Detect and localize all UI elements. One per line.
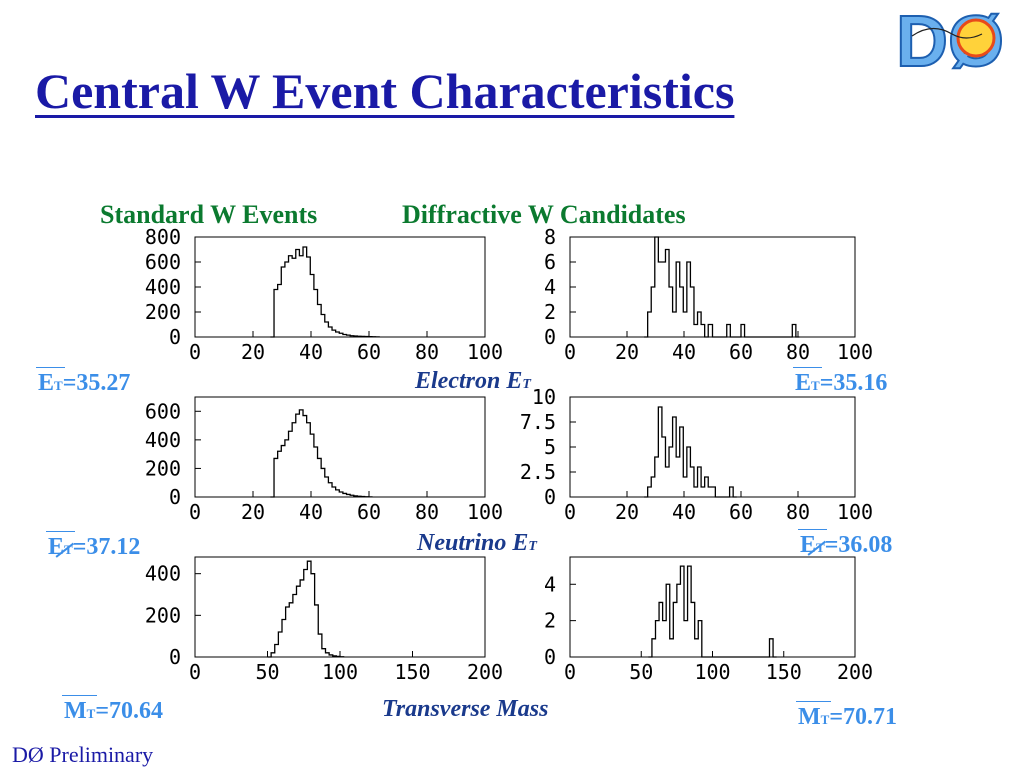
- diffractive-transverse-mass-histogram-line: [648, 565, 777, 658]
- standard-neutrino-et-ytick-label: 200: [145, 456, 181, 480]
- diffractive-neutrino-et-ytick-label: 0: [544, 485, 556, 509]
- standard-electron-et-ytick-label: 200: [145, 300, 181, 324]
- standard-neutrino-et-ytick-label: 400: [145, 428, 181, 452]
- standard-transverse-mass-xtick-label: 50: [255, 660, 279, 684]
- diffractive-electron-et-ytick-label: 0: [544, 325, 556, 349]
- diffractive-electron-et-ytick-label: 8: [544, 225, 556, 249]
- diffractive-transverse-mass-ytick-label: 4: [544, 572, 556, 596]
- row-label-transverse-mass: Transverse Mass: [382, 696, 549, 722]
- preliminary-footer: DØ Preliminary: [12, 742, 154, 767]
- standard-electron-et-xtick-label: 0: [189, 340, 201, 364]
- standard-transverse-mass-xtick-label: 150: [394, 660, 430, 684]
- diffractive-transverse-mass-xtick-label: 150: [766, 660, 802, 684]
- diffractive-electron-et-xtick-label: 40: [672, 340, 696, 364]
- standard-electron-et-ytick-label: 800: [145, 225, 181, 249]
- standard-electron-et-frame: [194, 236, 486, 338]
- standard-transverse-mass-xtick-label: 200: [467, 660, 503, 684]
- diffractive-transverse-mass-frame: [569, 556, 856, 658]
- diffractive-transverse-mass-xtick-label: 50: [629, 660, 653, 684]
- standard-electron-et-ytick-label: 400: [145, 275, 181, 299]
- diffractive-electron-et-xtick-label: 20: [615, 340, 639, 364]
- diffractive-electron-et-xtick-label: 80: [786, 340, 810, 364]
- diffractive-electron-et-xtick-label: 100: [837, 340, 873, 364]
- diffractive-neutrino-et-xtick-label: 80: [786, 500, 810, 524]
- diffractive-neutrino-et-ytick-label: 7.5: [520, 410, 556, 434]
- column-head-diffractive: Diffractive W Candidates: [402, 200, 686, 229]
- diffractive-neutrino-et-ytick-label: 2.5: [520, 460, 556, 484]
- row-label-neutrino-et: Neutrino ET: [417, 530, 537, 556]
- diffractive-neutrino-et-xtick-label: 60: [729, 500, 753, 524]
- standard-neutrino-et-xtick-label: 0: [189, 500, 201, 524]
- diffractive-neutrino-et-xtick-label: 100: [837, 500, 873, 524]
- standard-electron-et-xtick-label: 60: [357, 340, 381, 364]
- diffractive-electron-et-ytick-label: 2: [544, 300, 556, 324]
- standard-neutrino-et-xtick-label: 20: [241, 500, 265, 524]
- standard-transverse-mass-frame: [194, 556, 486, 658]
- column-head-standard: Standard W Events: [100, 200, 318, 229]
- standard-neutrino-et-histogram-line: [270, 409, 373, 498]
- standard-electron-et-xtick-label: 100: [467, 340, 503, 364]
- standard-neutrino-et-ytick-label: 600: [145, 399, 181, 423]
- diffractive-transverse-mass-xtick-label: 100: [694, 660, 730, 684]
- row-label-electron-et: Electron ET: [415, 368, 531, 394]
- standard-transverse-mass-xtick-label: 0: [189, 660, 201, 684]
- standard-transverse-mass-ytick-label: 200: [145, 603, 181, 627]
- diffractive-neutrino-et-frame: [569, 396, 856, 498]
- standard-electron-et-xtick-label: 80: [415, 340, 439, 364]
- diffractive-neutrino-et-histogram-line: [644, 406, 737, 498]
- diffractive-neutrino-et-xtick-label: 0: [564, 500, 576, 524]
- diffractive-electron-et-ytick-label: 6: [544, 250, 556, 274]
- diffractive-neutrino-et-xtick-label: 40: [672, 500, 696, 524]
- diffractive-neutrino-et-ytick-label: 10: [532, 385, 556, 409]
- standard-electron-et-xtick-label: 20: [241, 340, 265, 364]
- electron-et-mean-diffractive: ET=35.16: [793, 367, 887, 397]
- standard-neutrino-et-xtick-label: 80: [415, 500, 439, 524]
- standard-neutrino-et-frame: [194, 396, 486, 498]
- standard-neutrino-et-xtick-label: 40: [299, 500, 323, 524]
- neutrino-et-mean-diffractive: ET=36.08: [798, 529, 892, 559]
- standard-neutrino-et-xtick-label: 100: [467, 500, 503, 524]
- diffractive-transverse-mass-ytick-label: 0: [544, 645, 556, 669]
- diffractive-transverse-mass-xtick-label: 0: [564, 660, 576, 684]
- standard-neutrino-et-ytick-label: 0: [169, 485, 181, 509]
- standard-transverse-mass-ytick-label: 0: [169, 645, 181, 669]
- standard-transverse-mass-xtick-label: 100: [322, 660, 358, 684]
- standard-transverse-mass-ytick-label: 400: [145, 562, 181, 586]
- transverse-mass-mean-standard: MT=70.64: [62, 695, 163, 725]
- diffractive-electron-et-xtick-label: 0: [564, 340, 576, 364]
- diffractive-electron-et-frame: [569, 236, 856, 338]
- diffractive-electron-et-histogram-line: [644, 236, 800, 338]
- slide-title: Central W Event Characteristics: [35, 63, 735, 119]
- diffractive-neutrino-et-ytick-label: 5: [544, 435, 556, 459]
- d0-logo-track: [911, 27, 983, 39]
- electron-et-mean-standard: ET=35.27: [36, 367, 130, 397]
- diffractive-electron-et-ytick-label: 4: [544, 275, 556, 299]
- diffractive-neutrino-et-xtick-label: 20: [615, 500, 639, 524]
- diffractive-transverse-mass-xtick-label: 200: [837, 660, 873, 684]
- d0-logo-star: [956, 18, 996, 58]
- diffractive-transverse-mass-ytick-label: 2: [544, 609, 556, 633]
- diffractive-electron-et-xtick-label: 60: [729, 340, 753, 364]
- standard-transverse-mass-histogram-line: [267, 560, 345, 658]
- standard-electron-et-histogram-line: [270, 246, 380, 338]
- d0-logo: DØ: [895, 4, 1005, 74]
- standard-electron-et-ytick-label: 0: [169, 325, 181, 349]
- standard-electron-et-ytick-label: 600: [145, 250, 181, 274]
- neutrino-et-mean-standard: ET=37.12: [46, 531, 140, 561]
- standard-electron-et-xtick-label: 40: [299, 340, 323, 364]
- standard-neutrino-et-xtick-label: 60: [357, 500, 381, 524]
- transverse-mass-mean-diffractive: MT=70.71: [796, 701, 897, 731]
